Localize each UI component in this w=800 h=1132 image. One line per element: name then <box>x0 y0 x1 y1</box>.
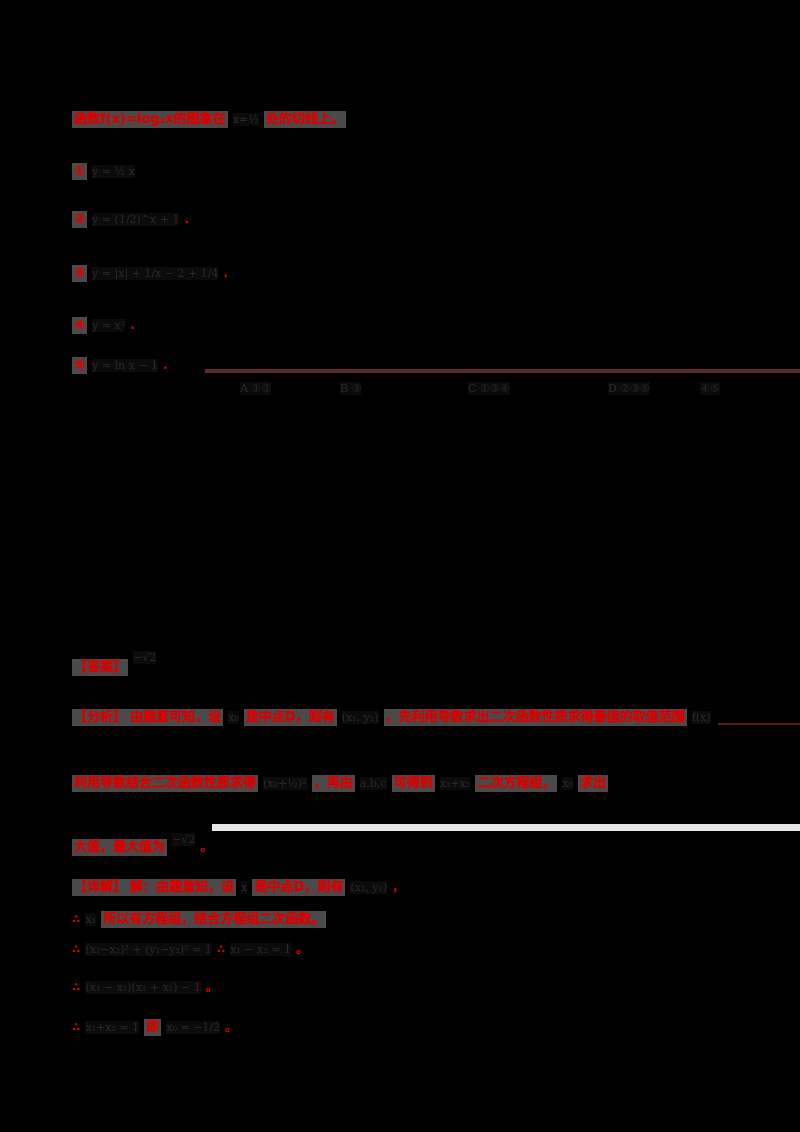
question-item-5: ⑤ y = ln x − 1 . <box>72 357 168 374</box>
option-d: D ②③⑤ <box>608 382 650 395</box>
question-stem-suffix: 处的切线上。 <box>263 111 346 128</box>
answer-formula: −√2 <box>133 651 157 664</box>
solution-line-1: 【详解】 解：由题意知，设 x 是中点D，则有 (x₁, y₁) ， <box>72 879 405 896</box>
page-break-bar <box>212 824 800 831</box>
item-label: ① <box>72 163 88 180</box>
analysis-line-3: 大值，最大值为 −√2 。 <box>72 833 213 856</box>
option-b: B ③ <box>340 382 362 395</box>
question-stem-formula: x=½ <box>232 113 259 126</box>
item-formula: y = (1/2)^x + 1 <box>92 213 180 226</box>
option-a: A ①② <box>240 382 272 395</box>
item-label: ④ <box>72 317 88 334</box>
analysis-line-1: 【分析】 由题意可知，设 x₀ 是中点D，则有 (x₁, y₁) ，先利用导数求出… <box>72 709 711 726</box>
analysis-line-2: 利用导数结合二次函数性质求得 (x₀+½)² ，再由 a,b,c 可得到 x₁+… <box>72 775 609 792</box>
item-formula: y = ⅟₂ x <box>92 165 135 178</box>
question-stem-prefix: 函数f(x)=log₂x的图象在 <box>72 111 228 128</box>
question-item-3: ③ y = |x| + 1/x − 2 + 1/4 . <box>72 265 229 282</box>
option-e: ④⑤ <box>700 382 720 395</box>
item-label: ③ <box>72 265 88 282</box>
answer-tag: 【答案】 <box>72 659 129 676</box>
item-formula: y = ln x − 1 <box>92 359 159 372</box>
question-stem: 函数f(x)=log₂x的图象在 x=½ 处的切线上。 <box>72 108 346 128</box>
analysis-tag: 【分析】 <box>72 709 129 726</box>
solution-step-3: ∴ (x₁ − x₂)(x₁ + x₂) − 1 。 <box>72 980 218 994</box>
question-item-4: ④ y = x² . <box>72 317 135 334</box>
item-label: ② <box>72 211 88 228</box>
solution-tag: 【详解】 <box>72 879 129 896</box>
answer-line: 【答案】 −√2 <box>72 651 157 676</box>
item-label: ⑤ <box>72 357 88 374</box>
question-item-1: ① y = ⅟₂ x <box>72 160 135 180</box>
item-formula: y = |x| + 1/x − 2 + 1/4 <box>92 267 219 280</box>
solution-step-4: ∴ x₁+x₂ = 1 即 x₀ = −1/2 。 <box>72 1019 238 1036</box>
solution-step-2: ∴ (x₁−x₂)² + (y₁−y₂)² = 1 ∴ x₁ − x₂ = 1 … <box>72 942 309 956</box>
item-formula: y = x² <box>92 319 126 332</box>
solution-step-1: ∴ x₁ 所以有方程组，结合方程组二次函数。 <box>72 911 327 928</box>
option-c: C ①③④ <box>468 382 510 395</box>
section-divider <box>205 369 800 373</box>
question-item-2: ② y = (1/2)^x + 1 . <box>72 211 190 228</box>
analysis-underline <box>718 723 800 725</box>
